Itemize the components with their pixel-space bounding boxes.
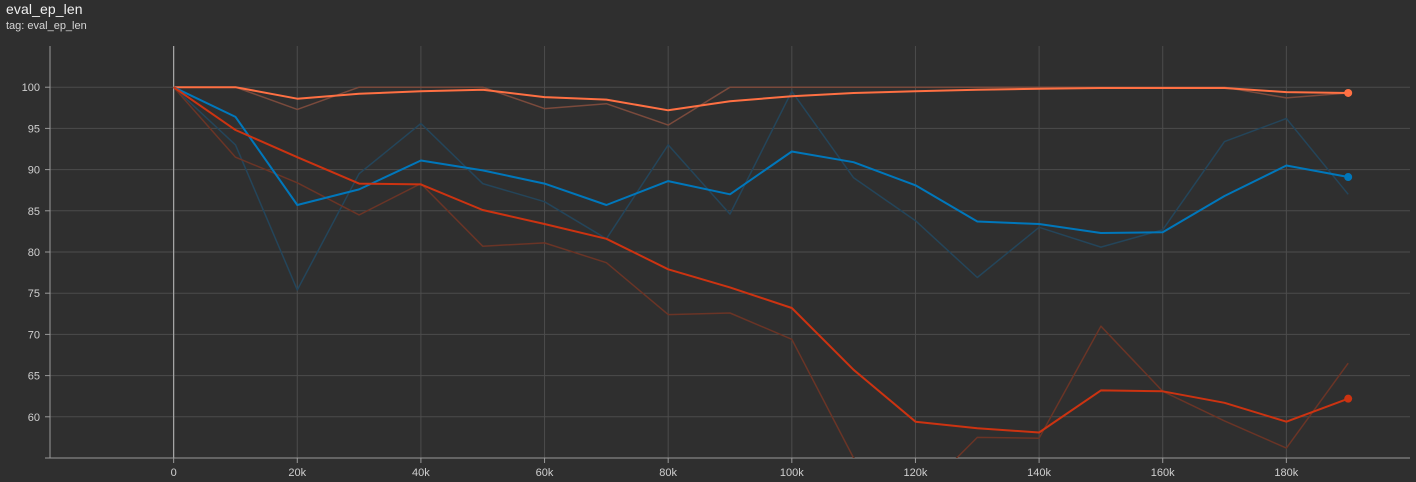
endpoint-dot-orange-run[interactable] (1344, 88, 1353, 97)
raw-line-red-run (173, 86, 1349, 458)
y-tick-label: 70 (28, 329, 40, 341)
grid-layer (50, 46, 1410, 458)
smoothed-line-orange-run[interactable] (173, 86, 1349, 112)
endpoint-dot-red-run[interactable] (1344, 394, 1353, 403)
x-tick-label: 40k (412, 467, 430, 479)
y-tick-label: 60 (28, 412, 40, 424)
endpoint-dot-blue-run[interactable] (1344, 173, 1353, 182)
y-tick-label: 65 (28, 371, 40, 383)
y-tick-label: 95 (28, 123, 40, 135)
x-tick-label: 180k (1274, 467, 1298, 479)
x-tick-label: 80k (659, 467, 677, 479)
chart-tag: tag: eval_ep_len (6, 20, 87, 32)
smoothed-line-red-run[interactable] (173, 86, 1349, 434)
x-tick-label: 0 (171, 467, 177, 479)
y-tick-label: 85 (28, 206, 40, 218)
chart-title: eval_ep_len (6, 1, 83, 17)
x-tick-label: 120k (904, 467, 928, 479)
x-tick-label: 140k (1027, 467, 1051, 479)
axes-layer (45, 46, 1410, 463)
x-tick-label: 100k (780, 467, 804, 479)
y-tick-label: 75 (28, 288, 40, 300)
y-tick-label: 90 (28, 165, 40, 177)
y-tick-label: 100 (22, 82, 40, 94)
endpoint-marker-layer (1344, 88, 1353, 403)
x-tick-label: 20k (288, 467, 306, 479)
smoothed-series-layer (173, 86, 1349, 434)
x-tick-label: 160k (1151, 467, 1175, 479)
x-tick-label: 60k (536, 467, 554, 479)
y-tick-label: 80 (28, 247, 40, 259)
tick-label-layer: 60 65 70 75 80 85 90 95 100 0 20k 40k 60k 80k 100k 120k… (22, 82, 1299, 479)
